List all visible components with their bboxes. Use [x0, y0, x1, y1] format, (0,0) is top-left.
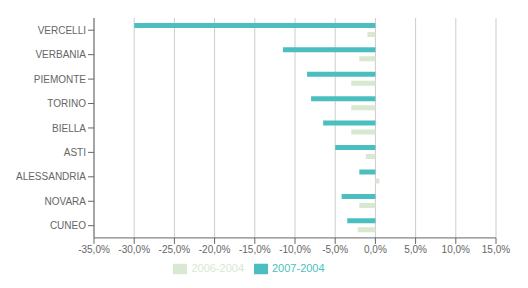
svg-text:-30,0%: -30,0%: [118, 244, 150, 255]
svg-text:NOVARA: NOVARA: [45, 196, 87, 207]
svg-text:10,0%: 10,0%: [442, 244, 470, 255]
svg-text:VERBANIA: VERBANIA: [35, 49, 86, 60]
svg-text:-20,0%: -20,0%: [199, 244, 231, 255]
html-text:2006-2004: 2006-2004: [191, 261, 244, 274]
svg-text:-35,0%: -35,0%: [78, 244, 110, 255]
svg-text:15,0%: 15,0%: [482, 244, 510, 255]
svg-text:5,0%: 5,0%: [404, 244, 427, 255]
svg-text:BIELLA: BIELLA: [52, 123, 86, 134]
svg-text:-25,0%: -25,0%: [159, 244, 191, 255]
svg-text:PIEMONTE: PIEMONTE: [34, 74, 87, 85]
svg-text:ASTI: ASTI: [64, 147, 86, 158]
svg-text:TORINO: TORINO: [47, 98, 86, 109]
svg-text:VERCELLI: VERCELLI: [38, 25, 86, 36]
svg-text:ALESSANDRIA: ALESSANDRIA: [16, 171, 86, 182]
svg-text:CUNEO: CUNEO: [50, 220, 86, 231]
svg-text:0,0%: 0,0%: [364, 244, 387, 255]
svg-text:-10,0%: -10,0%: [279, 244, 311, 255]
svg-text:-15,0%: -15,0%: [239, 244, 271, 255]
html-text:2007-2004: 2007-2004: [272, 261, 325, 274]
svg-text:-5,0%: -5,0%: [322, 244, 348, 255]
